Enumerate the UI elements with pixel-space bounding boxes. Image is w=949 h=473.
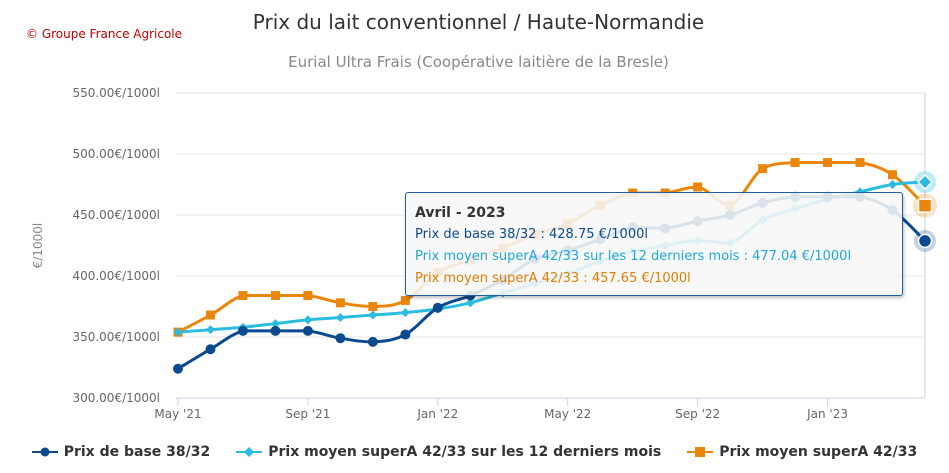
copyright-credit: © Groupe France Agricole — [26, 27, 183, 41]
x-tick-label: May '21 — [154, 407, 201, 421]
tooltip-header: Avril - 2023 — [415, 205, 506, 221]
point-superA — [888, 170, 898, 180]
point-base — [917, 233, 933, 249]
point-superA — [855, 158, 865, 168]
point-avg12 — [465, 298, 475, 308]
x-tick-label: Jan '22 — [416, 407, 458, 421]
legend-item-superA[interactable]: Prix moyen superA 42/33 — [687, 444, 917, 460]
y-tick-label: 450.00€/1000l — [72, 208, 160, 222]
point-base — [302, 325, 313, 336]
point-base — [237, 325, 248, 336]
legend-square-icon — [687, 447, 714, 457]
y-tick-label: 300.00€/1000l — [72, 391, 160, 405]
point-avg12 — [335, 312, 345, 322]
point-superA — [335, 298, 345, 308]
point-superA — [790, 158, 800, 168]
point-superA — [400, 295, 410, 305]
legend-label-superA: Prix moyen superA 42/33 — [719, 444, 918, 460]
y-tick-label: 550.00€/1000l — [72, 86, 160, 100]
x-tick-label: Sep '22 — [675, 407, 720, 421]
legend-diamond-icon — [236, 447, 263, 457]
point-superA — [238, 291, 248, 301]
point-base — [400, 329, 411, 340]
point-avg12 — [270, 319, 280, 329]
point-avg12 — [916, 173, 934, 191]
point-base — [270, 325, 281, 336]
chart-tooltip: Avril - 2023 Prix de base 38/32 : 428.75… — [405, 192, 903, 296]
point-superA — [758, 164, 768, 174]
point-base — [335, 333, 346, 344]
tooltip-line-superA: Prix moyen superA 42/33 : 457.65 €/1000l — [415, 271, 691, 286]
tooltip-line-base: Prix de base 38/32 : 428.75 €/1000l — [415, 227, 648, 242]
point-superA — [823, 158, 833, 168]
y-axis-title: €/1000l — [31, 223, 45, 269]
point-base — [367, 336, 378, 347]
legend-item-base[interactable]: Prix de base 38/32 — [31, 444, 211, 460]
point-superA — [303, 291, 313, 301]
point-avg12 — [303, 315, 313, 325]
chart-legend: Prix de base 38/32 Prix moyen superA 42/… — [0, 444, 949, 460]
point-base — [205, 344, 216, 355]
point-base — [173, 363, 183, 374]
tooltip-line-avg12: Prix moyen superA 42/33 sur les 12 derni… — [415, 249, 852, 264]
point-avg12 — [368, 310, 378, 320]
x-tick-label: May '22 — [544, 407, 591, 421]
y-tick-label: 400.00€/1000l — [72, 269, 160, 283]
point-avg12 — [173, 327, 183, 337]
legend-circle-icon — [31, 447, 58, 457]
point-avg12 — [888, 180, 898, 189]
chart-subtitle: Eurial Ultra Frais (Coopérative laitière… — [288, 53, 669, 71]
point-avg12 — [205, 325, 215, 335]
legend-item-avg12[interactable]: Prix moyen superA 42/33 sur les 12 derni… — [236, 444, 661, 460]
point-superA — [368, 302, 378, 311]
legend-label-base: Prix de base 38/32 — [63, 444, 211, 460]
x-tick-label: Jan '23 — [806, 407, 848, 421]
chart-title: Prix du lait conventionnel / Haute-Norma… — [252, 10, 705, 34]
y-tick-label: 500.00€/1000l — [72, 147, 160, 161]
point-base — [432, 302, 443, 313]
point-superA — [917, 198, 933, 213]
point-superA — [270, 291, 280, 301]
legend-label-avg12: Prix moyen superA 42/33 sur les 12 derni… — [268, 444, 662, 460]
y-tick-label: 350.00€/1000l — [72, 330, 160, 344]
point-superA — [205, 310, 215, 320]
point-avg12 — [400, 308, 410, 318]
x-tick-label: Sep '21 — [285, 407, 330, 421]
point-superA — [693, 182, 703, 192]
